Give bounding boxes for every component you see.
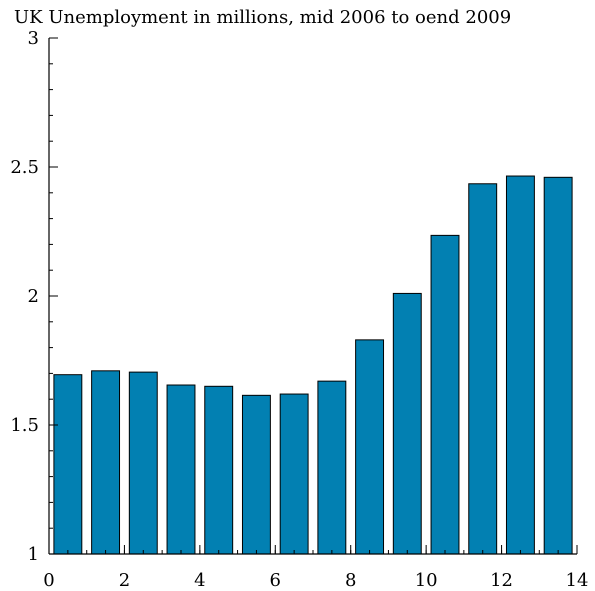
bars-group — [53, 175, 573, 555]
bar-0 — [53, 374, 83, 555]
y-tick-label: 3 — [28, 28, 39, 49]
x-axis-ticks: 0 2 4 6 8 10 12 14 — [43, 545, 588, 591]
x-tick-label: 0 — [43, 570, 54, 591]
x-tick-label: 4 — [194, 570, 205, 591]
x-tick-label: 14 — [566, 570, 589, 591]
bar-6 — [279, 393, 309, 555]
bar-8 — [355, 339, 385, 555]
x-tick-label: 12 — [490, 570, 513, 591]
y-tick-label: 2 — [28, 286, 39, 307]
x-tick-label: 6 — [270, 570, 281, 591]
bar-9 — [392, 292, 422, 555]
y-tick-label: 2.5 — [10, 157, 39, 178]
bar-3 — [166, 384, 196, 555]
bar-13 — [543, 176, 573, 555]
y-tick-label: 1.5 — [10, 415, 39, 436]
bar-4 — [204, 385, 234, 555]
x-tick-label: 2 — [119, 570, 130, 591]
y-tick-label: 1 — [28, 544, 39, 565]
bar-12 — [505, 175, 535, 555]
chart-title: UK Unemployment in millions, mid 2006 to… — [14, 7, 511, 28]
x-tick-label: 10 — [415, 570, 438, 591]
bar-11 — [468, 183, 498, 555]
bar-1 — [91, 370, 121, 555]
x-tick-label: 8 — [345, 570, 356, 591]
bar-7 — [317, 380, 347, 555]
bar-5 — [241, 394, 271, 555]
y-axis-ticks: 1 1.5 2 2.5 3 — [10, 28, 58, 565]
bar-2 — [128, 371, 158, 555]
bar-10 — [430, 234, 460, 555]
